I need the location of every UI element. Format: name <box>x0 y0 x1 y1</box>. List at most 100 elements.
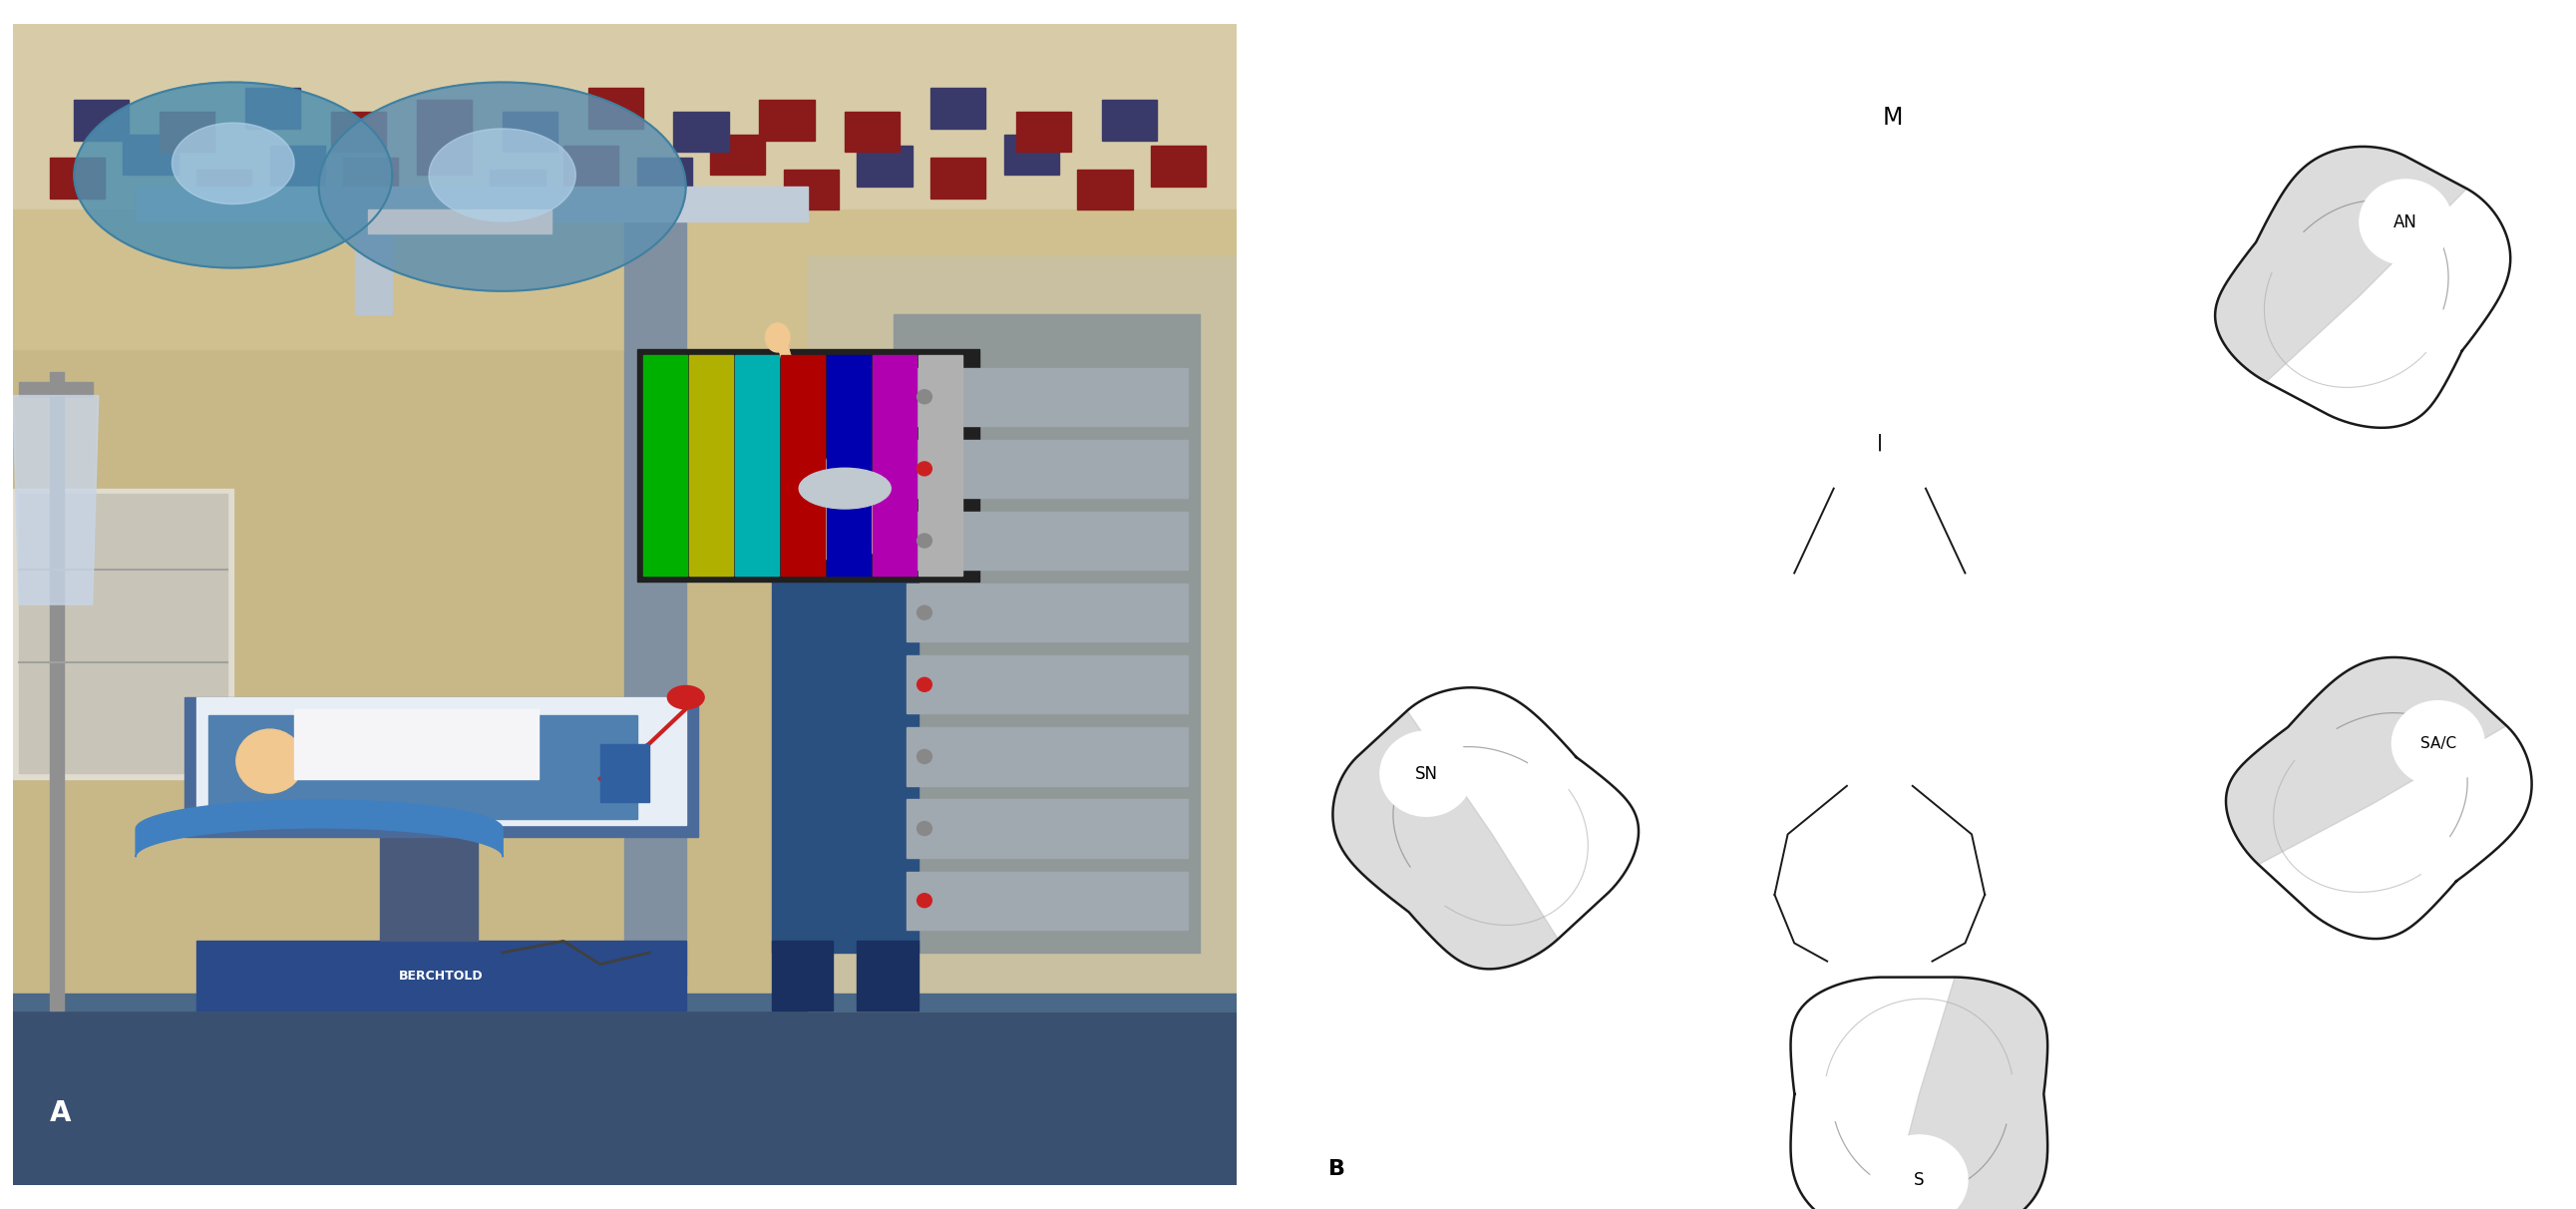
Bar <box>343 157 399 198</box>
Circle shape <box>2360 179 2452 265</box>
Bar <box>18 382 93 395</box>
Polygon shape <box>13 395 98 604</box>
Ellipse shape <box>806 482 884 563</box>
Bar <box>907 368 1188 426</box>
Bar <box>907 728 1188 786</box>
Circle shape <box>917 677 933 692</box>
Text: BERCHTOLD: BERCHTOLD <box>399 970 484 983</box>
Bar <box>1618 266 2143 1034</box>
Bar <box>564 146 618 186</box>
Bar <box>134 186 809 221</box>
Ellipse shape <box>667 686 703 708</box>
Bar <box>907 799 1188 857</box>
Bar <box>773 941 832 1011</box>
Bar <box>907 440 1188 498</box>
Circle shape <box>917 822 933 835</box>
Bar <box>1015 111 1072 152</box>
Bar <box>368 210 551 233</box>
Bar <box>209 715 636 820</box>
Bar <box>160 111 214 152</box>
Bar <box>1005 134 1059 175</box>
Bar <box>636 157 693 198</box>
Bar <box>623 221 685 976</box>
Bar <box>781 355 824 575</box>
Ellipse shape <box>799 468 891 509</box>
Bar <box>907 655 1188 713</box>
Circle shape <box>1870 1135 1968 1209</box>
Bar <box>1103 99 1157 140</box>
Polygon shape <box>1883 977 2048 1209</box>
Polygon shape <box>2215 146 2468 382</box>
Circle shape <box>917 533 933 548</box>
Polygon shape <box>2215 146 2512 428</box>
Circle shape <box>1829 343 1929 435</box>
Text: SA/C: SA/C <box>2419 736 2455 751</box>
Polygon shape <box>1790 977 2048 1209</box>
Bar <box>907 584 1188 642</box>
Bar <box>858 941 920 1011</box>
Polygon shape <box>319 82 685 291</box>
Circle shape <box>1381 731 1473 816</box>
Bar <box>1708 48 2076 187</box>
Bar <box>13 1011 1236 1185</box>
Bar <box>907 655 1188 713</box>
Circle shape <box>917 750 933 764</box>
Bar <box>907 872 1188 930</box>
Bar <box>587 88 644 128</box>
Bar <box>13 210 1236 349</box>
Bar <box>13 994 1236 1011</box>
Bar <box>489 169 546 210</box>
Text: SN: SN <box>1414 765 1437 782</box>
Text: AN: AN <box>2393 213 2419 231</box>
Bar <box>930 157 987 198</box>
Bar <box>907 872 1188 930</box>
Bar <box>196 169 252 210</box>
Bar <box>600 744 649 802</box>
Polygon shape <box>430 128 574 221</box>
Bar <box>688 355 734 575</box>
Ellipse shape <box>765 323 791 352</box>
Bar <box>502 111 556 152</box>
Bar <box>917 355 963 575</box>
Bar <box>245 88 301 128</box>
Bar <box>196 698 685 825</box>
Text: M: M <box>1883 106 1904 129</box>
Bar <box>907 511 1188 569</box>
Circle shape <box>917 893 933 908</box>
Ellipse shape <box>1834 705 1924 796</box>
Bar <box>18 494 227 773</box>
Bar <box>711 134 765 175</box>
Bar <box>930 88 987 128</box>
Bar <box>13 24 1236 233</box>
Polygon shape <box>2226 658 2532 938</box>
Text: S: S <box>1914 1170 1924 1188</box>
Bar <box>185 698 698 837</box>
Polygon shape <box>809 256 1236 1011</box>
Bar <box>49 372 64 1011</box>
Polygon shape <box>173 123 294 204</box>
Bar <box>1151 146 1206 186</box>
Polygon shape <box>75 82 392 268</box>
Bar <box>417 134 471 175</box>
Bar <box>827 355 871 575</box>
Bar <box>196 941 685 1011</box>
Bar <box>858 146 912 186</box>
Bar <box>907 368 1188 426</box>
Circle shape <box>917 389 933 404</box>
Bar <box>907 511 1188 569</box>
Bar <box>760 99 814 140</box>
Bar <box>636 349 979 582</box>
Bar <box>873 355 917 575</box>
Bar <box>330 111 386 152</box>
Bar <box>894 314 1200 953</box>
Bar <box>381 825 477 941</box>
Bar <box>845 111 899 152</box>
Circle shape <box>2393 701 2483 786</box>
Circle shape <box>917 462 933 475</box>
Bar <box>773 546 917 953</box>
Bar <box>124 134 178 175</box>
Text: A: A <box>49 1099 72 1127</box>
Bar <box>734 355 778 575</box>
Bar <box>907 440 1188 498</box>
Bar <box>209 715 636 820</box>
